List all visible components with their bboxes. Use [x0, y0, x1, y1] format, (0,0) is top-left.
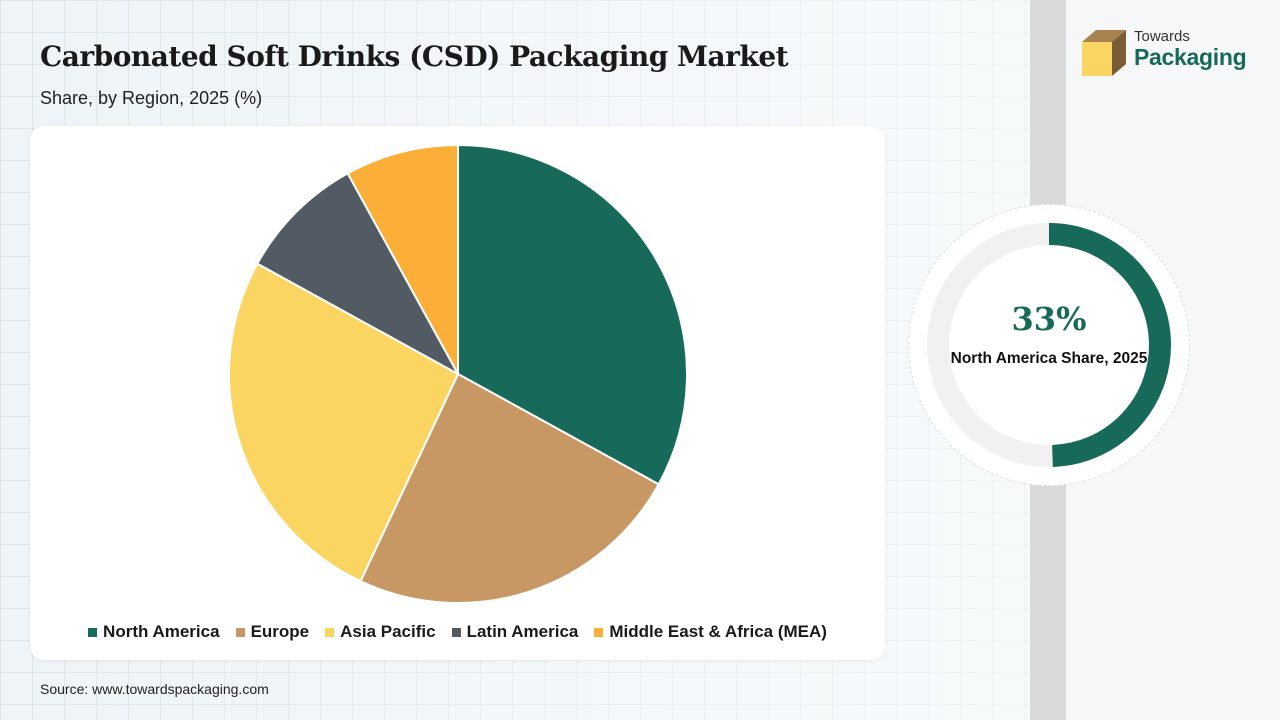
legend-item-asia-pacific[interactable]: Asia Pacific	[325, 622, 436, 642]
highlight-label: North America Share, 2025	[950, 350, 1148, 367]
source-note: Source: www.towardspackaging.com	[40, 681, 269, 697]
chart-legend: North America Europe Asia Pacific Latin Ame…	[30, 622, 885, 642]
legend-item-latin-america[interactable]: Latin America	[451, 622, 579, 642]
pie-slice-europe[interactable]	[359, 372, 661, 604]
legend-swatch	[235, 627, 245, 637]
legend-label: Latin America	[466, 622, 579, 641]
pie-chart	[228, 143, 688, 604]
legend-label: North America	[103, 622, 220, 641]
legend-item-middle-east-africa-mea[interactable]: Middle East & Africa (MEA)	[594, 622, 827, 642]
legend-item-europe[interactable]: Europe	[235, 622, 310, 642]
legend-label: Europe	[250, 622, 310, 641]
legend-swatch	[88, 627, 98, 637]
legend-label: Middle East & Africa (MEA)	[609, 622, 827, 641]
chart-title: Carbonated Soft Drinks (CSD) Packaging M…	[40, 40, 789, 73]
donut-chart	[927, 223, 1171, 467]
donut-arc-north-america	[1048, 223, 1171, 467]
pie-slice-north-america[interactable]	[457, 143, 688, 486]
logo-text-towards: Towards	[1134, 28, 1190, 45]
chart-card: North America Europe Asia Pacific Latin Ame…	[30, 126, 885, 660]
legend-swatch	[451, 627, 461, 637]
legend-swatch	[594, 627, 604, 637]
pie-slice-middle-east-africa-mea[interactable]	[346, 143, 459, 375]
donut-outer-ring	[908, 204, 1190, 486]
chart-subtitle: Share, by Region, 2025 (%)	[40, 88, 263, 108]
logo-text-packaging: Packaging	[1134, 44, 1247, 70]
legend-swatch	[325, 627, 335, 637]
legend-label: Asia Pacific	[340, 622, 436, 641]
highlight-value: 33%	[1011, 300, 1087, 338]
pie-slice-latin-america[interactable]	[255, 171, 461, 377]
legend-item-north-america[interactable]: North America	[88, 622, 220, 642]
brand-logo[interactable]: Towards Packaging	[1082, 26, 1262, 78]
highlight-donut: 33% North America Share, 2025	[908, 204, 1190, 486]
package-box-icon	[1082, 30, 1126, 76]
